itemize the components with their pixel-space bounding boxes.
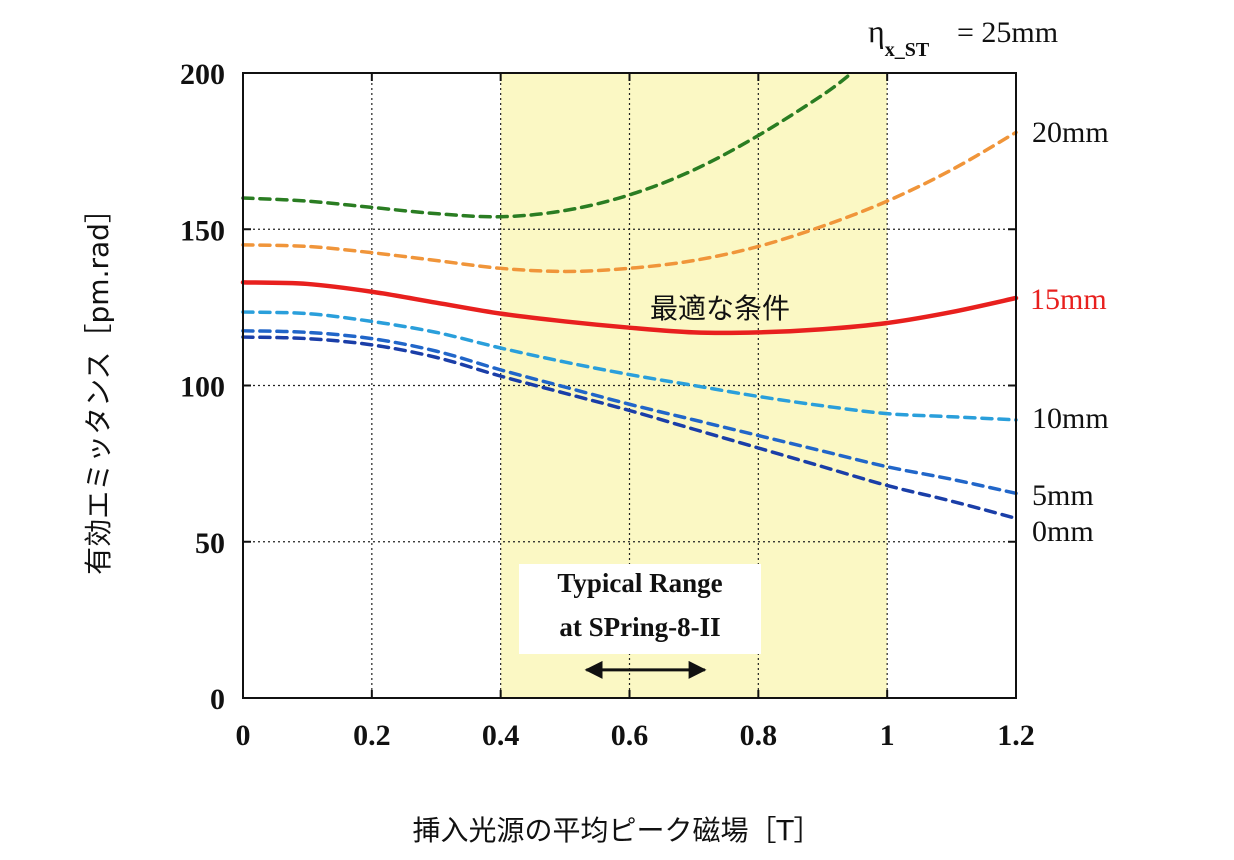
typical-range-label-line1: Typical Range xyxy=(557,568,722,598)
x-tick-label: 1.2 xyxy=(997,719,1035,752)
series-label-20mm: 20mm xyxy=(1032,116,1109,149)
series-line-10mm xyxy=(241,310,1018,422)
y-tick-label: 100 xyxy=(180,371,225,404)
typical-range-label-line2: at SPring-8-II xyxy=(559,612,720,642)
optimal-condition-annotation: 最適な条件 xyxy=(650,292,790,325)
series-label-15mm: 15mm xyxy=(1030,283,1107,316)
legend-header: ηx_ST xyxy=(868,13,930,61)
axis-ticks: 0 0.2 0.4 0.6 0.8 1 1.2 0 50 100 150 200 xyxy=(180,58,1035,752)
x-tick-label: 0.2 xyxy=(353,719,391,752)
series-line-25mm xyxy=(241,71,854,219)
x-tick-label: 0.4 xyxy=(482,719,520,752)
series-lines xyxy=(240,71,1019,521)
y-tick-label: 0 xyxy=(210,683,225,716)
legend-header-subscript: x_ST xyxy=(885,39,930,61)
series-line-20mm xyxy=(241,130,1018,274)
x-axis-title: 挿入光源の平均ピーク磁場［T］ xyxy=(412,814,821,847)
series-line-5mm xyxy=(241,329,1018,496)
series-label-10mm: 10mm xyxy=(1032,402,1109,435)
y-tick-label: 200 xyxy=(180,58,225,91)
series-label-25mm: = 25mm xyxy=(957,16,1058,49)
y-tick-label: 150 xyxy=(180,214,225,247)
x-tick-label: 0.8 xyxy=(740,719,778,752)
series-line-0mm xyxy=(241,335,1018,521)
x-tick-label: 0 xyxy=(236,719,251,752)
x-tick-label: 1 xyxy=(880,719,895,752)
legend-header-symbol: η xyxy=(868,13,885,49)
series-label-0mm: 0mm xyxy=(1032,515,1094,548)
series-line-15mm xyxy=(240,280,1019,336)
series-label-5mm: 5mm xyxy=(1032,479,1094,512)
typical-range-label-box xyxy=(519,564,761,654)
y-axis-title: 有効エミッタンス［pm.rad］ xyxy=(82,195,115,575)
y-tick-label: 50 xyxy=(195,527,225,560)
x-tick-label: 0.6 xyxy=(611,719,649,752)
